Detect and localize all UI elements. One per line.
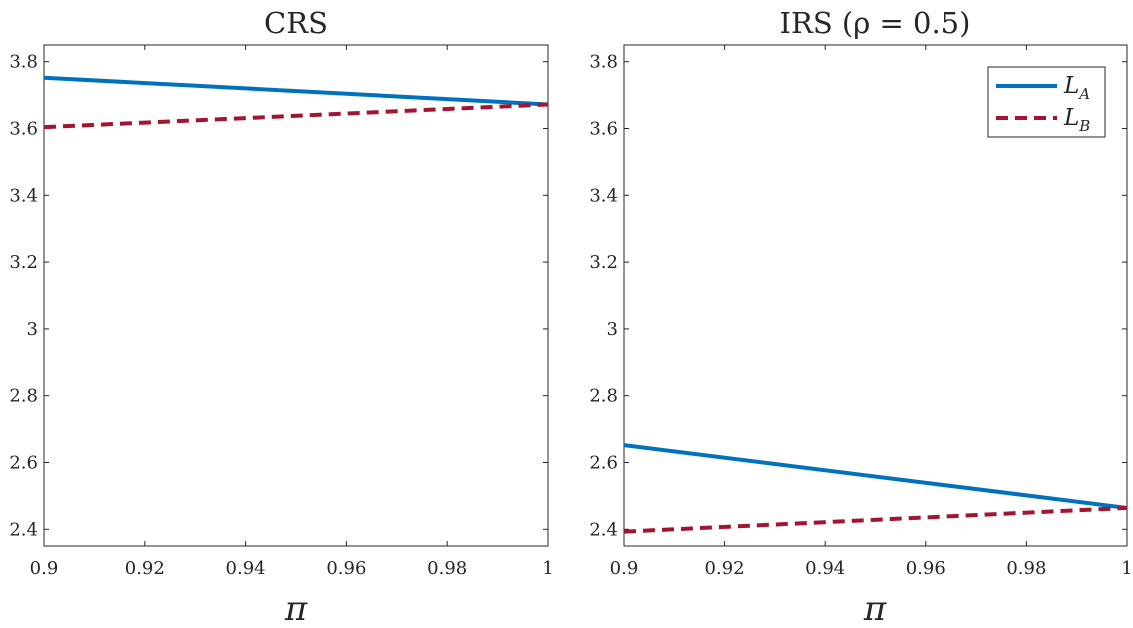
x-axis-label: π xyxy=(863,589,887,628)
panel-title: IRS (ρ = 0.5) xyxy=(780,6,971,40)
x-tick-label: 0.94 xyxy=(226,558,266,579)
series-lines xyxy=(43,75,549,130)
y-tick-label: 2.6 xyxy=(589,453,618,474)
panel-title: CRS xyxy=(264,6,328,40)
y-tick-label: 2.4 xyxy=(9,519,38,540)
plot-frame xyxy=(623,44,1128,547)
x-tick-label: 0.96 xyxy=(906,558,946,579)
y-tick-label: 3.4 xyxy=(589,185,618,206)
series-line-la xyxy=(623,443,1128,510)
series-line-lb xyxy=(623,505,1128,534)
x-axis-label: π xyxy=(284,589,308,628)
legend-label-sub: A xyxy=(1077,85,1090,103)
panel-crs: CRS 0.9 0.92 0.94 0.96 0.98 1 2.4 2.6 2.8 3 3.2 3.… xyxy=(9,6,553,628)
y-tick-label: 3.2 xyxy=(9,252,38,273)
legend-label-la: LA xyxy=(1063,73,1090,103)
series-lines xyxy=(623,443,1128,534)
legend-label-main: L xyxy=(1063,73,1079,99)
x-tick-label: 0.96 xyxy=(326,558,366,579)
x-tick-label: 0.9 xyxy=(30,558,59,579)
x-tick-label: 0.92 xyxy=(125,558,165,579)
y-tick-label: 3.6 xyxy=(589,119,618,140)
x-tick-label: 1 xyxy=(1121,558,1132,579)
y-tick-label: 3 xyxy=(27,319,38,340)
y-tick-label: 3.6 xyxy=(9,119,38,140)
x-ticks: 0.9 0.92 0.94 0.96 0.98 1 xyxy=(610,45,1133,579)
series-line-lb xyxy=(43,102,549,130)
series-line-la xyxy=(43,75,549,107)
legend: LA LB xyxy=(987,66,1106,138)
y-tick-label: 2.8 xyxy=(589,386,618,407)
x-tick-label: 0.9 xyxy=(610,558,639,579)
x-tick-label: 1 xyxy=(542,558,553,579)
legend-label-sub: B xyxy=(1078,117,1090,135)
y-ticks: 2.4 2.6 2.8 3 3.2 3.4 3.6 3.8 xyxy=(589,52,1127,540)
legend-label-lb: LB xyxy=(1063,105,1090,135)
panel-irs: IRS (ρ = 0.5) 0.9 0.92 0.94 0.96 0.98 1 2.42.… xyxy=(589,6,1132,628)
y-tick-label: 2.4 xyxy=(589,519,618,540)
x-tick-label: 0.98 xyxy=(427,558,467,579)
y-ticks: 2.4 2.6 2.8 3 3.2 3.4 3.6 3.8 xyxy=(9,52,548,540)
x-tick-label: 0.98 xyxy=(1006,558,1046,579)
y-tick-label: 2.6 xyxy=(9,453,38,474)
x-ticks: 0.9 0.92 0.94 0.96 0.98 1 xyxy=(30,45,554,579)
x-tick-label: 0.92 xyxy=(705,558,745,579)
y-tick-label: 3.8 xyxy=(589,52,618,73)
y-tick-label: 3.4 xyxy=(9,185,38,206)
y-tick-label: 3.8 xyxy=(9,52,38,73)
y-tick-label: 3 xyxy=(607,319,618,340)
y-tick-label: 2.8 xyxy=(9,386,38,407)
plot-frame xyxy=(43,44,549,547)
legend-box xyxy=(987,66,1106,138)
y-tick-label: 3.2 xyxy=(589,252,618,273)
legend-label-main: L xyxy=(1063,105,1079,131)
x-tick-label: 0.94 xyxy=(805,558,845,579)
